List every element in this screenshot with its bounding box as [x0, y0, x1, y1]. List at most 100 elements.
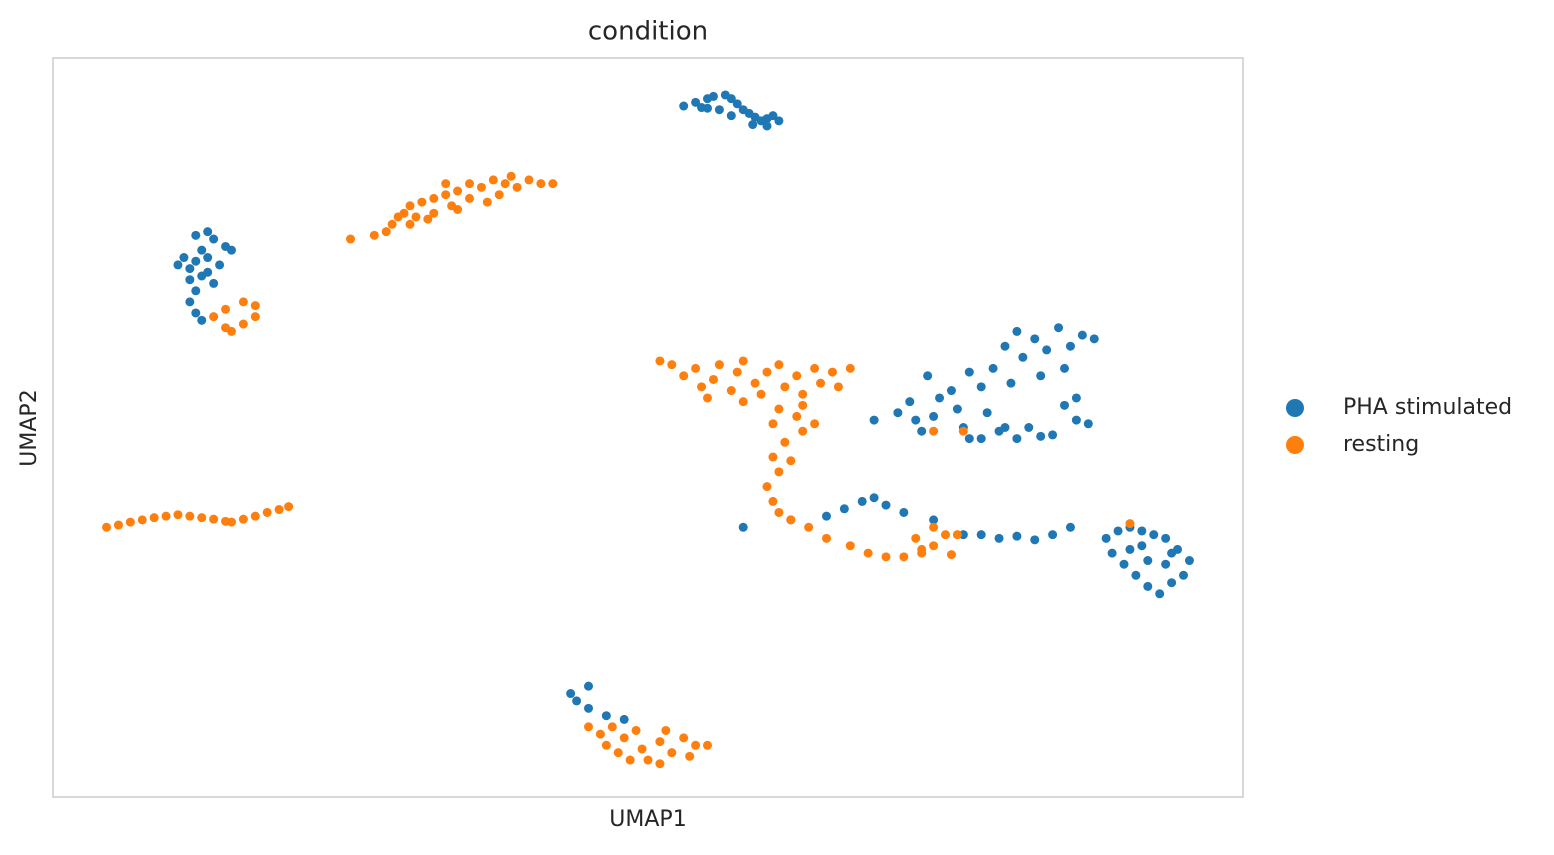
point	[125, 517, 135, 527]
legend-marker	[1286, 399, 1304, 417]
point	[274, 505, 284, 515]
point	[619, 714, 629, 724]
point	[958, 426, 968, 436]
point	[488, 175, 498, 185]
point	[929, 541, 939, 551]
point	[762, 482, 772, 492]
point	[929, 515, 939, 525]
point	[786, 515, 796, 525]
point	[786, 456, 796, 466]
point	[197, 315, 207, 325]
point	[869, 415, 879, 425]
point	[1125, 519, 1135, 529]
point	[691, 740, 701, 750]
point	[911, 415, 921, 425]
point	[238, 514, 248, 524]
point	[1161, 559, 1171, 569]
point	[1077, 330, 1087, 340]
point	[250, 511, 260, 521]
point	[869, 493, 879, 503]
point	[262, 507, 272, 517]
point	[1060, 400, 1069, 410]
point	[524, 175, 534, 185]
point	[774, 360, 784, 370]
point	[476, 182, 486, 192]
point	[238, 297, 248, 307]
point	[685, 751, 695, 761]
point	[429, 208, 439, 218]
point	[191, 308, 201, 318]
point	[631, 725, 641, 735]
point	[1131, 570, 1141, 580]
point	[726, 94, 736, 104]
point	[601, 740, 611, 750]
point	[185, 264, 195, 274]
point	[209, 234, 219, 244]
point	[1006, 378, 1016, 388]
point	[679, 733, 689, 743]
point	[536, 179, 546, 189]
point	[768, 496, 778, 506]
point	[250, 312, 260, 322]
legend-marker	[1286, 436, 1304, 454]
point	[381, 227, 391, 237]
point	[429, 193, 439, 203]
point	[566, 689, 576, 699]
point	[1000, 423, 1010, 432]
point	[780, 382, 790, 392]
point	[1065, 522, 1075, 532]
point	[465, 193, 474, 203]
point	[453, 204, 463, 214]
point	[976, 530, 986, 540]
point	[227, 245, 236, 255]
point	[185, 297, 195, 307]
point	[149, 513, 159, 523]
point	[703, 740, 712, 750]
point	[738, 356, 748, 366]
point	[804, 522, 814, 532]
point	[714, 105, 724, 115]
point	[1071, 415, 1081, 425]
point	[1113, 526, 1123, 536]
point	[113, 520, 123, 530]
point	[655, 737, 665, 747]
point	[387, 219, 397, 229]
point	[1065, 341, 1075, 351]
point	[1155, 589, 1165, 599]
point	[137, 515, 147, 525]
point	[185, 275, 195, 285]
legend-label: resting	[1343, 432, 1419, 457]
point	[173, 510, 183, 520]
point	[405, 201, 415, 211]
point	[1060, 363, 1069, 373]
point	[881, 500, 891, 510]
point	[994, 533, 1004, 543]
point	[227, 517, 236, 527]
point	[899, 552, 909, 562]
point	[1030, 535, 1040, 545]
point	[929, 411, 939, 421]
point	[1048, 530, 1058, 540]
point	[346, 234, 355, 244]
point	[976, 382, 986, 392]
point	[284, 502, 294, 512]
point	[946, 386, 956, 396]
point	[512, 182, 522, 192]
point	[792, 411, 802, 421]
point	[197, 245, 207, 255]
point	[857, 496, 867, 506]
point	[738, 522, 748, 532]
point	[1089, 334, 1099, 344]
point	[595, 729, 605, 739]
point	[768, 452, 778, 462]
point	[941, 530, 950, 540]
x-axis-label: UMAP1	[609, 807, 686, 832]
point	[209, 312, 219, 322]
point	[584, 703, 593, 713]
points	[102, 90, 1194, 769]
point	[1018, 352, 1028, 362]
point	[1149, 530, 1159, 540]
point	[667, 360, 677, 370]
